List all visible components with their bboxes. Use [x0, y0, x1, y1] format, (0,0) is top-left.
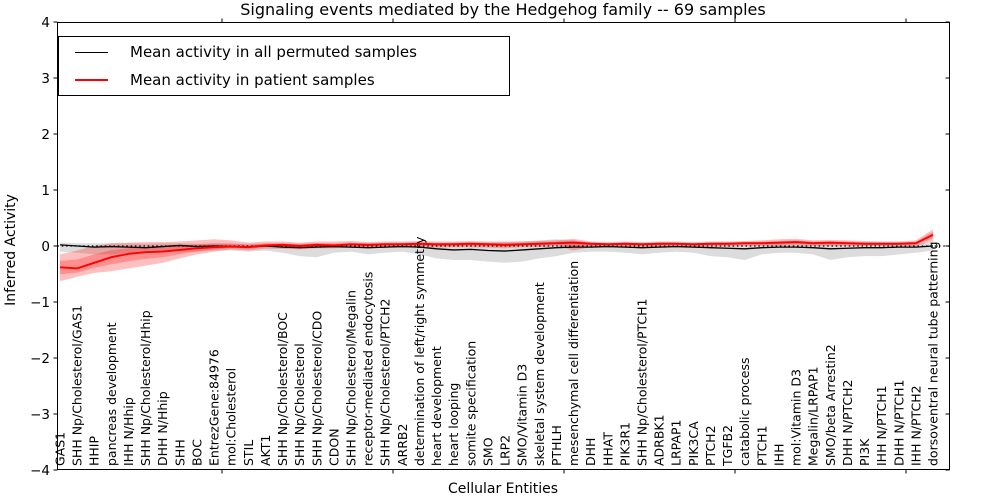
- x-tick-label: catabolic process: [737, 357, 752, 466]
- x-tick-label: determination of left/right symmetry: [412, 236, 427, 466]
- axis-ticks: [53, 18, 950, 474]
- permuted-line-swatch: [75, 51, 108, 53]
- x-tick-label: SHH Np/Cholesterol: [292, 343, 307, 466]
- x-tick-label: LRP2: [498, 435, 513, 466]
- patient-mean-line: [59, 233, 934, 270]
- x-tick-label: PTCH1: [754, 425, 769, 466]
- x-tick-label: BOC: [189, 439, 204, 466]
- x-tick-label: CDON: [326, 428, 341, 466]
- y-tick-label: −1: [30, 295, 50, 311]
- y-tick-label: −2: [30, 351, 50, 367]
- x-tick-label: SHH Np/Cholesterol/Hhip: [138, 310, 153, 466]
- legend-label: Mean activity in patient samples: [130, 71, 375, 89]
- permuted-mean-line: [59, 244, 934, 252]
- x-tick-label: mol:Cholesterol: [224, 368, 239, 466]
- x-tick-label: IHH N/PTCH1: [874, 385, 889, 466]
- x-tick-label: DHH N/Hhip: [155, 391, 170, 466]
- y-tick-label: 3: [41, 71, 50, 87]
- x-tick-label: receptor-mediated endocytosis: [361, 272, 376, 466]
- legend-label: Mean activity in all permuted samples: [130, 43, 417, 61]
- x-tick-label: Megalin/LRPAP1: [806, 366, 821, 466]
- x-tick-label: DHH N/PTCH2: [840, 380, 855, 466]
- x-tick-label: HHAT: [600, 432, 615, 466]
- x-tick-label: SHH Np/Cholesterol/GAS1: [70, 305, 85, 466]
- x-tick-label: IHH N/PTCH2: [908, 385, 923, 466]
- patient-samples-range-band: [60, 229, 933, 282]
- x-tick-label: ADRBK1: [652, 414, 667, 466]
- x-tick-label: mesenchymal cell differentiation: [566, 261, 581, 466]
- y-tick-label: −3: [30, 407, 50, 423]
- y-tick-label: 1: [41, 183, 50, 199]
- y-tick-label: −4: [30, 463, 50, 479]
- x-tick-label: IHH: [771, 444, 786, 467]
- x-tick-label: TGFB2: [720, 425, 735, 467]
- x-tick-label: heart development: [429, 346, 444, 466]
- x-tick-label: DHH N/PTCH1: [891, 380, 906, 466]
- x-tick-label: PI3K: [857, 438, 872, 466]
- x-tick-label: heart looping: [446, 383, 461, 466]
- x-axis-title: Cellular Entities: [448, 481, 558, 497]
- x-tick-label: PIK3CA: [686, 421, 701, 466]
- x-tick-label: ARRB2: [395, 424, 410, 466]
- y-tick-label: 4: [41, 15, 50, 31]
- x-tick-label: PIK3R1: [617, 422, 632, 466]
- legend-item-permuted: Mean activity in all permuted samples: [59, 38, 509, 66]
- x-tick-label: SMO/beta Arrestin2: [823, 344, 838, 466]
- x-tick-label: SMO: [480, 437, 495, 466]
- x-tick-label: skeletal system development: [532, 282, 547, 466]
- x-tick-label: STIL: [241, 440, 256, 466]
- x-tick-label: AKT1: [258, 435, 273, 466]
- x-tick-label: SHH Np/Cholesterol/CDO: [309, 311, 324, 466]
- x-tick-label: mol:Vitamin D3: [789, 369, 804, 466]
- x-tick-label: pancreas development: [104, 322, 119, 466]
- x-tick-label: SHH: [172, 439, 187, 466]
- series-lines: [59, 233, 934, 270]
- confidence-bands: [60, 229, 933, 282]
- chart-title: Signaling events mediated by the Hedgeho…: [240, 0, 765, 19]
- x-tick-label: PTCH2: [703, 425, 718, 466]
- x-tick-label: GAS1: [53, 432, 68, 466]
- legend: Mean activity in all permuted samples Me…: [58, 36, 510, 96]
- x-axis-tick-labels: GAS1 SHH Np/Cholesterol/GAS1 HHIP pancreas …: [53, 236, 941, 467]
- x-tick-label: EntrezGene:84976: [207, 349, 222, 466]
- x-tick-label: somite specification: [463, 341, 478, 466]
- x-tick-label: LRPAP1: [669, 420, 684, 466]
- patient-line-swatch: [75, 79, 108, 81]
- x-tick-label: HHIP: [87, 436, 102, 466]
- x-tick-label: SHH Np/Cholesterol/Megalin: [344, 290, 359, 466]
- x-tick-label: SHH Np/Cholesterol/PTCH2: [378, 299, 393, 467]
- x-tick-label: IHH N/Hhip: [121, 397, 136, 466]
- x-tick-label: DHH: [583, 438, 598, 466]
- y-tick-label: 2: [41, 127, 50, 143]
- legend-item-patient: Mean activity in patient samples: [59, 66, 509, 94]
- y-tick-label: 0: [41, 239, 50, 255]
- x-tick-label: SHH Np/Cholesterol/BOC: [275, 312, 290, 466]
- x-tick-label: dorsoventral neural tube patterning: [926, 242, 941, 467]
- x-tick-label: SMO/Vitamin D3: [515, 364, 530, 466]
- x-tick-label: PTHLH: [549, 425, 564, 466]
- x-tick-label: SHH Np/Cholesterol/PTCH1: [635, 299, 650, 467]
- y-axis-tick-labels: 4 3 2 1 0 −1 −2 −3 −4: [30, 15, 50, 479]
- y-axis-title: Inferred Activity: [3, 194, 19, 306]
